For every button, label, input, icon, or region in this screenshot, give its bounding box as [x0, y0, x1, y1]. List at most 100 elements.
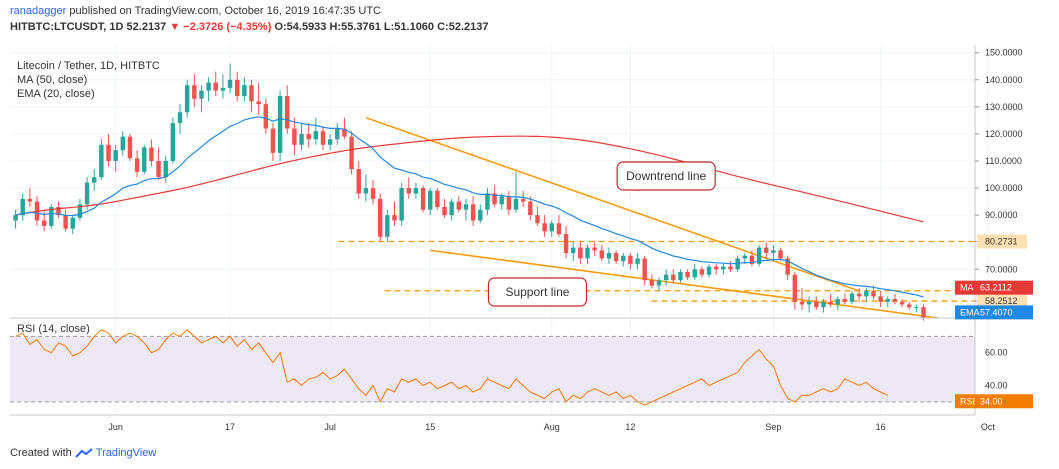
rsi-axis: 60.00 40.00 — [985, 348, 1008, 391]
candle-body — [299, 133, 304, 145]
candle-body — [642, 258, 647, 281]
candle-body — [99, 144, 104, 178]
candle-body — [428, 190, 433, 210]
ema-badge-value: 57.4070 — [980, 307, 1013, 317]
candle-body — [856, 293, 862, 297]
candle-body — [520, 198, 526, 202]
candle-body — [728, 266, 733, 270]
tradingview-link[interactable]: TradingView — [95, 447, 157, 459]
ema-badge-name: EMA — [960, 307, 980, 317]
candle-body — [499, 196, 504, 205]
candle-body — [227, 79, 233, 88]
candle-body — [806, 301, 812, 305]
symbol-name: HITBTC:LTCUSDT, 1D — [10, 21, 124, 33]
candle-body — [392, 215, 397, 221]
candle-body — [921, 307, 926, 318]
candle-body — [370, 188, 376, 199]
ema-legend: EMA (20, close) — [17, 88, 95, 100]
price-tick-label: 130.0000 — [985, 102, 1023, 112]
ema-badge — [955, 305, 1033, 320]
candle-body — [528, 201, 533, 216]
level-tag — [977, 234, 1027, 249]
candle-body — [485, 193, 490, 210]
price-tick-label: 120.0000 — [985, 129, 1023, 139]
candle-body — [506, 196, 512, 210]
candle-body — [220, 87, 226, 91]
candle-body — [385, 215, 390, 237]
candle-body — [420, 188, 426, 210]
candle-body — [292, 128, 297, 145]
candle-body — [63, 215, 68, 229]
candle-body — [814, 301, 819, 308]
candle-body — [277, 96, 283, 153]
last-price: 52.2137 — [126, 21, 167, 33]
candle-body — [470, 204, 476, 221]
ema-line — [15, 116, 924, 298]
candle-body — [20, 198, 25, 216]
axis-badges: MA 63.2112 EMA 57.4070 RSI 34.00 — [955, 280, 1033, 409]
rsi-legend: RSI (14, close) — [17, 323, 90, 335]
candle-body — [363, 188, 369, 194]
candle-body — [77, 204, 83, 218]
ma-badge-value: 63.2112 — [980, 283, 1012, 293]
candle-body — [835, 299, 840, 305]
candle-body — [413, 188, 419, 194]
candle-body — [828, 301, 833, 305]
candle-body — [556, 223, 562, 235]
symbol-line: HITBTC:LTCUSDT, 1D 52.2137 ▼ −2.3726 (−4… — [10, 21, 488, 33]
candle-body — [92, 177, 97, 183]
candle-body — [685, 271, 690, 278]
candle-body — [749, 255, 755, 264]
time-tick-label: Jul — [324, 422, 336, 432]
downtrend-line — [365, 116, 860, 292]
candle-body — [656, 280, 662, 286]
candle-body — [134, 158, 140, 172]
time-tick-label: Oct — [981, 422, 996, 432]
candle-body — [563, 234, 569, 254]
created-with-label: Created with — [10, 447, 72, 459]
candle-body — [792, 274, 798, 302]
price-change: ▼ −2.3726 (−4.35%) — [169, 21, 272, 33]
candle-body — [849, 293, 855, 302]
candle-body — [699, 269, 705, 275]
rsi-tick-label: 40.00 — [985, 380, 1008, 390]
candles — [13, 63, 926, 321]
candle-body — [13, 215, 18, 221]
price-tick-label: 150.0000 — [985, 48, 1023, 58]
candle-body — [878, 296, 883, 302]
candle-body — [142, 147, 147, 172]
candle-body — [320, 131, 326, 145]
candle-body — [585, 247, 590, 259]
candle-body — [335, 128, 340, 140]
candle-body — [27, 198, 33, 202]
candle-body — [84, 182, 90, 205]
candle-body — [377, 198, 383, 237]
footer: Created with TradingView — [10, 447, 156, 459]
candle-body — [263, 104, 269, 129]
candle-body — [285, 96, 290, 129]
candle-body — [463, 204, 469, 210]
price-tick-label: 80.2731 — [985, 236, 1018, 246]
price-tick-label: 100.0000 — [985, 183, 1023, 193]
downtrend-annotation-text: Downtrend line — [626, 169, 706, 183]
price-axis: 150.0000 140.0000 130.0000 120.0000 110.0000… — [975, 48, 1027, 309]
author-link[interactable]: ranadagger — [10, 5, 67, 17]
candle-body — [177, 112, 183, 124]
candle-body — [692, 269, 697, 278]
candle-body — [399, 188, 404, 221]
candle-body — [764, 247, 769, 254]
candle-body — [592, 247, 597, 251]
candle-body — [606, 253, 612, 259]
candle-body — [721, 266, 726, 270]
time-tick-label: Sep — [765, 422, 781, 432]
level-tag — [977, 294, 1027, 309]
ma-badge-name: MA — [960, 283, 974, 293]
candle-body — [885, 299, 890, 302]
candle-body — [513, 198, 519, 210]
support-annotation-text: Support line — [505, 285, 569, 299]
candle-body — [120, 136, 126, 151]
candle-body — [713, 266, 719, 270]
candle-body — [184, 85, 190, 113]
trend-lines — [365, 116, 938, 319]
